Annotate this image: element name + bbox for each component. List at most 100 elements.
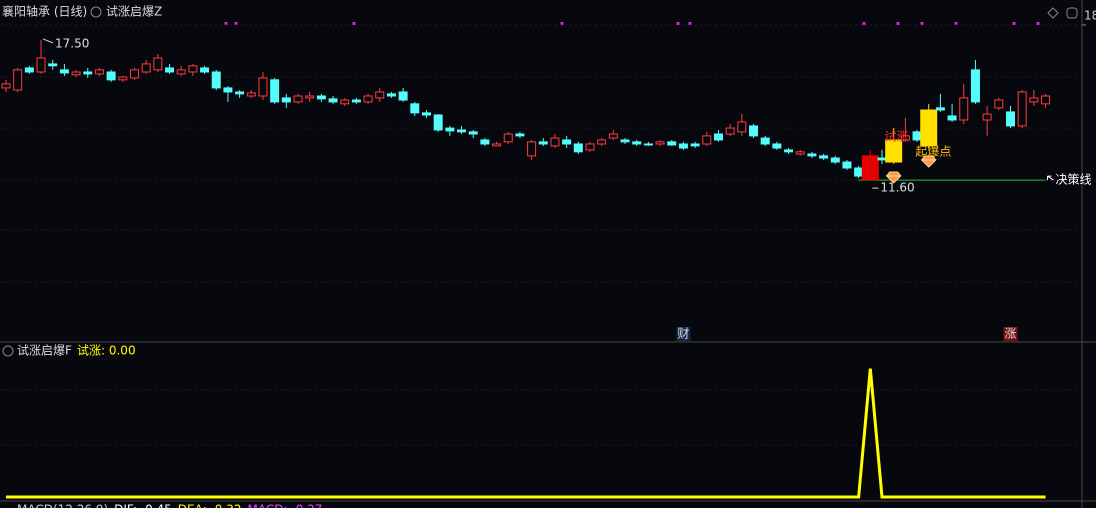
signal-dot bbox=[688, 22, 692, 25]
candle-body bbox=[854, 167, 864, 177]
candle-body bbox=[935, 107, 945, 111]
candle-body bbox=[141, 63, 151, 73]
candle-body bbox=[678, 143, 688, 149]
collapse-icon[interactable] bbox=[90, 6, 102, 18]
candle-body bbox=[398, 91, 408, 101]
candle-body bbox=[410, 103, 420, 114]
candle-body bbox=[235, 91, 245, 95]
candle-body bbox=[421, 112, 431, 116]
candle-body bbox=[1029, 97, 1039, 103]
badge-bg bbox=[676, 327, 691, 341]
candle-body bbox=[807, 153, 817, 157]
candle-body bbox=[246, 92, 256, 97]
candle-body bbox=[316, 95, 326, 100]
candle-body bbox=[690, 143, 700, 147]
candle-body bbox=[129, 69, 139, 79]
candle-body bbox=[608, 133, 618, 139]
indicator-readout: 试涨: 0.00 bbox=[77, 343, 136, 358]
candle-body bbox=[433, 114, 443, 131]
signal-dot bbox=[676, 22, 680, 25]
candle-body bbox=[515, 133, 525, 137]
candle-body bbox=[550, 137, 560, 147]
candle-body bbox=[223, 87, 233, 93]
collapse-icon[interactable] bbox=[2, 345, 14, 357]
candle-body bbox=[527, 141, 537, 157]
candle-body bbox=[982, 113, 992, 121]
candle-body bbox=[959, 97, 969, 121]
candle-body bbox=[188, 65, 198, 73]
candle-body bbox=[772, 143, 782, 149]
badge: 涨 bbox=[1004, 326, 1016, 341]
badge-bg bbox=[1003, 327, 1018, 341]
candle-body bbox=[305, 95, 315, 99]
candle-body bbox=[457, 129, 467, 133]
candle-body bbox=[784, 149, 794, 153]
badge: 财 bbox=[677, 327, 689, 341]
candle-body bbox=[153, 57, 163, 71]
candle-body bbox=[795, 151, 805, 155]
candle-body bbox=[713, 133, 723, 141]
signal-label: 起爆点 bbox=[915, 144, 951, 158]
icon[interactable] bbox=[1047, 7, 1059, 19]
candle-body bbox=[363, 95, 373, 103]
signal-label: 试涨 bbox=[884, 128, 908, 143]
signal-dot bbox=[1036, 22, 1040, 25]
price-annotation: 11.60 bbox=[880, 181, 914, 195]
signal-dot bbox=[954, 22, 958, 25]
candle-body bbox=[562, 139, 572, 145]
candle-body bbox=[970, 69, 980, 103]
candle-body bbox=[48, 63, 58, 67]
candle-body bbox=[643, 143, 653, 146]
candle-body bbox=[386, 93, 396, 97]
candle-body bbox=[885, 139, 903, 163]
candle-body bbox=[1, 83, 11, 89]
indicator-line bbox=[6, 368, 1046, 499]
candle-body bbox=[702, 135, 712, 145]
decision-line-label: 决策线 bbox=[1056, 173, 1092, 187]
chart-title: 襄阳轴承 (日线) bbox=[2, 4, 87, 19]
candle-body bbox=[328, 98, 338, 103]
candle-body bbox=[211, 71, 221, 89]
candle-body bbox=[445, 127, 455, 132]
candle-body bbox=[375, 91, 385, 99]
signal-dot bbox=[224, 22, 228, 25]
candle-body bbox=[1005, 111, 1015, 127]
candle-body bbox=[118, 76, 128, 81]
icon[interactable] bbox=[1066, 7, 1078, 19]
candle-body bbox=[281, 97, 291, 103]
candle-body bbox=[106, 71, 116, 81]
candle-body bbox=[59, 69, 69, 74]
candle-body bbox=[819, 155, 829, 159]
signal-dot bbox=[896, 22, 900, 25]
candle-body bbox=[176, 69, 186, 75]
candle-body bbox=[538, 141, 548, 145]
candle-body bbox=[340, 99, 350, 105]
candle-body bbox=[71, 71, 81, 76]
signal-icon bbox=[885, 171, 902, 184]
candle-body bbox=[749, 125, 759, 137]
footer-readout: MACD: -0.27 bbox=[248, 503, 323, 508]
candle-body bbox=[585, 143, 595, 151]
indicator-name: 试涨启爆F bbox=[17, 343, 72, 358]
signal-dot bbox=[920, 22, 924, 25]
signal-dot bbox=[234, 22, 238, 25]
candle-body bbox=[830, 157, 840, 163]
candle-body bbox=[480, 139, 490, 145]
candle-body bbox=[920, 109, 938, 147]
price-annotation: 17.50 bbox=[55, 36, 89, 50]
candle-body bbox=[94, 69, 104, 75]
candle-body bbox=[861, 155, 879, 181]
candle-body bbox=[270, 79, 280, 103]
candle-body bbox=[994, 99, 1004, 109]
candle-body bbox=[842, 161, 852, 169]
candle-body bbox=[258, 77, 268, 97]
candle-body bbox=[1017, 91, 1027, 127]
candle-body bbox=[36, 57, 46, 73]
candle-body bbox=[351, 99, 361, 103]
candle-body bbox=[468, 131, 478, 135]
candle-body bbox=[900, 135, 910, 141]
candle-body bbox=[200, 67, 210, 73]
candle-body bbox=[632, 141, 642, 145]
